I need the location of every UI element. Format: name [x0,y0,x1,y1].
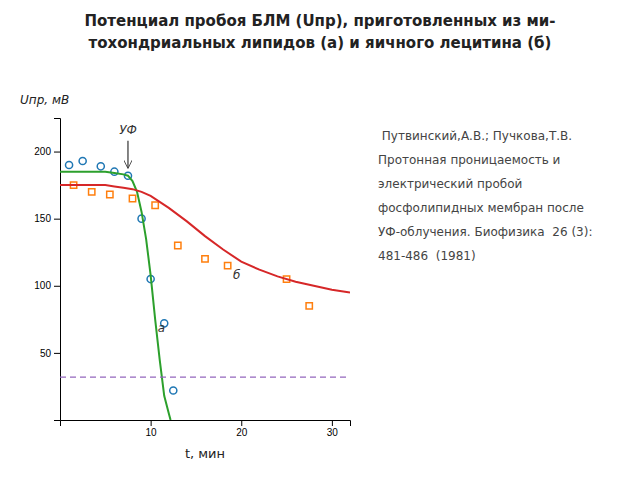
title-line: тохондриальных липидов (а) и яичного лец… [89,34,552,52]
y-axis-title: Uпр, мВ [20,93,69,107]
x-tick-mark [241,420,242,426]
marks [60,157,350,420]
reference-line-text: УФ-облучения. Биофизика 26 (3): [378,225,592,239]
annotation-arrow [127,141,128,168]
x-tick-label: 10 [146,427,158,438]
y-tick-label: 100 [34,280,51,291]
title-line: Потенциал пробоя БЛМ (Uпр), приготовленн… [84,12,555,30]
reference-line-text: электрический пробой [378,177,522,191]
chart-svg: 10 20 30 50 100 150 200 УФ а б Потенциал пробоя БЛ… [0,0,640,480]
curve-label: а [158,321,165,335]
y-tick-mark [54,219,60,220]
y-axis: 50 100 150 200 [34,119,60,421]
y-tick: 150 [34,213,60,224]
reference-line-text: фосфолипидных мембран после [378,201,584,215]
square-point [89,189,95,195]
reference: Путвинский,А.В.; Пучкова,Т.В. Протонная п… [378,129,592,263]
annotation-label: УФ [119,123,137,137]
curve-label: б [233,268,241,282]
chart-container: 10 20 30 50 100 150 200 УФ а б Потенциал пробоя БЛ… [0,0,640,480]
y-tick-mark [54,353,60,354]
circle-point [97,163,104,170]
square-point [224,262,230,268]
annotations: УФ а б [119,123,241,335]
x-tick-mark [151,420,152,426]
reference-line-text: 481-486 (1981) [378,249,476,263]
square-point [175,242,181,248]
y-tick-label: 50 [40,348,52,359]
circle-point [170,387,177,394]
y-axis-line [54,119,61,421]
y-tick-mark [54,286,60,287]
x-tick: 30 [327,420,339,438]
square-point [152,202,158,208]
square-point [306,303,312,309]
circle-point [79,157,86,164]
circle-point [65,161,72,168]
y-tick-mark [54,152,60,153]
title: Потенциал пробоя БЛМ (Uпр), приготовленн… [84,12,555,52]
x-tick-label: 20 [236,427,248,438]
y-tick-label: 200 [34,146,51,157]
x-tick: 20 [236,420,248,438]
x-axis: 10 20 30 [61,420,351,438]
x-tick-label: 30 [327,427,339,438]
curve [60,172,171,420]
reference-line-text: Путвинский,А.В.; Пучкова,Т.В. [378,129,572,143]
y-tick-label: 150 [34,213,51,224]
x-tick: 10 [146,420,158,438]
curve [60,185,350,292]
x-tick-mark [332,420,333,426]
x-axis-line [61,421,351,427]
square-point [202,256,208,262]
y-tick: 50 [40,348,60,359]
square-point [107,191,113,197]
square-point [129,195,135,201]
y-tick: 200 [34,146,60,157]
reference-line-text: Протонная проницаемость и [378,153,560,167]
y-tick: 100 [34,280,60,291]
x-axis-title: t, мин [185,446,225,461]
reference-line [60,376,350,377]
